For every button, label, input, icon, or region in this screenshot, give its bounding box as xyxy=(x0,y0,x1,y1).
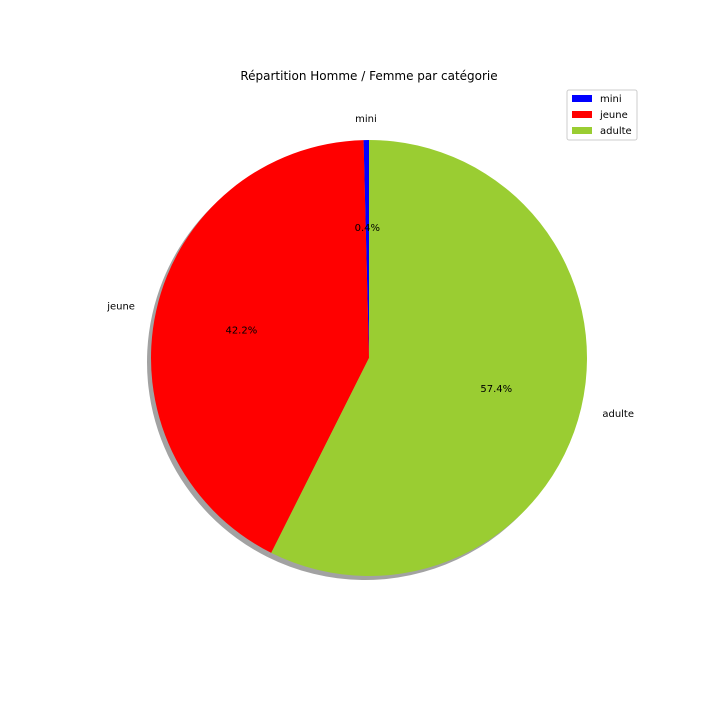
pie-slices xyxy=(150,140,588,576)
chart-title: Répartition Homme / Femme par catégorie xyxy=(240,69,497,83)
legend-label-jeune: jeune xyxy=(599,110,628,121)
percent-label-mini: 0.4% xyxy=(355,223,380,234)
legend-label-mini: mini xyxy=(600,94,622,105)
slice-jeune xyxy=(150,140,369,553)
percent-label-jeune: 42.2% xyxy=(225,325,257,336)
slice-labels: mini jeune adulte xyxy=(106,114,634,420)
slice-mini xyxy=(363,140,369,358)
legend: mini jeune adulte xyxy=(566,89,638,141)
legend-swatch-mini xyxy=(572,95,592,102)
percent-label-adulte: 57.4% xyxy=(480,384,512,395)
slice-adulte xyxy=(271,140,588,576)
slice-label-mini: mini xyxy=(355,114,377,125)
legend-swatch-adulte xyxy=(572,127,592,134)
slice-label-jeune: jeune xyxy=(106,302,135,313)
slice-label-adulte: adulte xyxy=(602,409,634,420)
percent-labels: 0.4% 42.2% 57.4% xyxy=(225,223,512,395)
legend-swatch-jeune xyxy=(572,111,592,118)
legend-label-adulte: adulte xyxy=(600,126,632,137)
